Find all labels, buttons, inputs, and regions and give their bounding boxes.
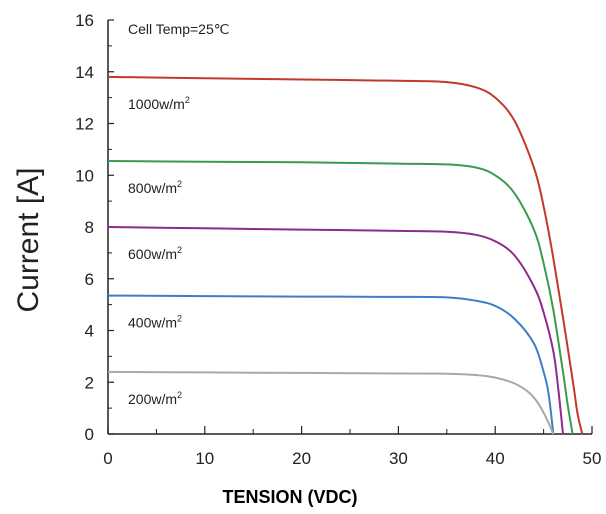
y-tick-label: 14 [75, 63, 94, 82]
y-tick-label: 12 [75, 115, 94, 134]
series-label-base: 800w/m [128, 180, 177, 196]
series-label-base: 1000w/m [128, 96, 185, 112]
series-label: 200w/m2 [128, 390, 182, 407]
y-ticks: 0 2 4 6 8 10 12 14 16 [75, 11, 114, 444]
series-line [107, 370, 555, 435]
series-line [107, 75, 584, 435]
series-line [107, 226, 564, 435]
x-tick-label: 50 [583, 449, 602, 468]
series-label-base: 600w/m [128, 246, 177, 262]
y-tick-label: 6 [85, 270, 94, 289]
y-axis-label: Current [A] [12, 167, 45, 312]
series-label-sup: 2 [177, 179, 182, 189]
series-label: 400w/m2 [128, 314, 182, 331]
series-label-sup: 2 [177, 245, 182, 255]
y-tick-label: 4 [85, 322, 94, 341]
x-tick-label: 40 [486, 449, 505, 468]
x-axis-label: TENSION (VDC) [223, 487, 358, 507]
y-tick-label: 2 [85, 373, 94, 392]
series-group [107, 75, 584, 435]
cell-temp-annotation: Cell Temp=25℃ [128, 21, 229, 37]
x-ticks: 0 10 20 30 40 50 [103, 426, 601, 468]
series-label: 1000w/m2 [128, 95, 190, 112]
y-tick-label: 8 [85, 218, 94, 237]
y-tick-label: 0 [85, 425, 94, 444]
series-label-sup: 2 [185, 95, 190, 105]
series-label-base: 200w/m [128, 391, 177, 407]
series-line [107, 160, 574, 435]
x-tick-label: 20 [292, 449, 311, 468]
series-label: 800w/m2 [128, 179, 182, 196]
x-tick-label: 10 [195, 449, 214, 468]
series-label: 600w/m2 [128, 245, 182, 262]
y-tick-label: 10 [75, 166, 94, 185]
series-line [107, 294, 555, 435]
series-label-sup: 2 [177, 314, 182, 324]
x-tick-label: 0 [103, 449, 112, 468]
y-tick-label: 16 [75, 11, 94, 30]
x-tick-label: 30 [389, 449, 408, 468]
series-label-base: 400w/m [128, 315, 177, 331]
series-label-sup: 2 [177, 390, 182, 400]
